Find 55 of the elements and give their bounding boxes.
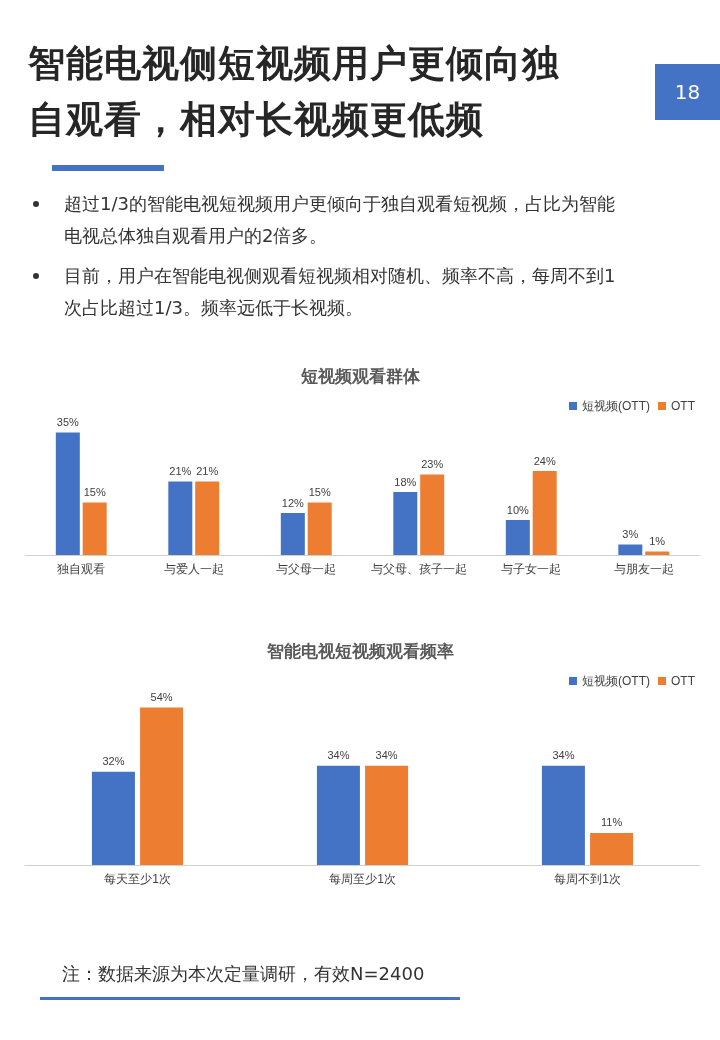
- data-label: 12%: [281, 496, 305, 509]
- x-tick-label: 每周不到1次: [554, 872, 621, 886]
- legend-label: 短视频(OTT): [582, 674, 651, 688]
- bar: [307, 502, 332, 555]
- x-tick-label: 每天至少1次: [104, 872, 171, 886]
- text: 智能电视侧短视频用户更倾向独自观看，相对长视频更低频: [28, 41, 561, 143]
- bar: [195, 481, 220, 555]
- data-label: 34%: [552, 749, 575, 762]
- data-label: 11%: [600, 816, 623, 829]
- bar: [365, 765, 409, 865]
- bar: [316, 765, 360, 865]
- data-label: 23%: [421, 458, 444, 470]
- text: 超过1/3的智能电视短视频用户更倾向于独自观看短视频，占比为智能电视总体独自观看用户的2倍多。: [63, 192, 616, 248]
- x-tick-label: 独自观看: [57, 562, 106, 576]
- data-label: 32%: [102, 755, 125, 768]
- bar: [393, 492, 418, 555]
- bar: [618, 544, 643, 555]
- bar: [532, 471, 557, 555]
- legend-label: OTT: [671, 399, 696, 413]
- bar: [55, 432, 80, 555]
- data-label: 34%: [327, 749, 350, 762]
- data-label: 15%: [83, 486, 106, 498]
- bar: [420, 474, 445, 555]
- text: 注：数据来源为本次定量调研，有效N=2400: [62, 962, 425, 986]
- legend-label: 短视频(OTT): [582, 399, 651, 413]
- data-label: 18%: [394, 475, 417, 488]
- x-tick-label: 每周至少1次: [329, 872, 396, 886]
- data-label: 24%: [533, 454, 556, 467]
- bar: [590, 832, 634, 865]
- data-label: 10%: [506, 503, 530, 516]
- bar: [280, 513, 305, 555]
- data-label: 1%: [649, 535, 666, 547]
- x-tick-label: 与父母一起: [276, 562, 337, 576]
- x-tick-label: 与朋友一起: [613, 562, 674, 576]
- data-label: 21%: [196, 465, 219, 477]
- chart-title: 智能电视短视频观看频率: [265, 642, 454, 661]
- data-label: 15%: [308, 486, 331, 498]
- x-tick-label: 与父母、孩子一起: [370, 562, 467, 576]
- data-label: 21%: [169, 465, 192, 477]
- bar: [505, 520, 530, 555]
- data-label: 3%: [622, 528, 639, 540]
- x-tick-label: 与子女一起: [501, 562, 562, 576]
- bar: [168, 481, 193, 555]
- bar: [91, 771, 135, 865]
- legend-label: OTT: [671, 674, 696, 688]
- data-label: 54%: [150, 691, 173, 703]
- text: 目前，用户在智能电视侧观看短视频相对随机、频率不高，每周不到1次占比超过1/3。频率远低于长视频。: [63, 264, 617, 320]
- data-label: 35%: [56, 416, 80, 428]
- bar: [140, 707, 184, 865]
- bar: [541, 765, 585, 865]
- data-label: 34%: [375, 749, 398, 762]
- x-tick-label: 与爱人一起: [163, 562, 224, 576]
- text: 18: [655, 64, 720, 120]
- chart-title: 短视频观看群体: [299, 367, 421, 386]
- bar: [82, 502, 107, 555]
